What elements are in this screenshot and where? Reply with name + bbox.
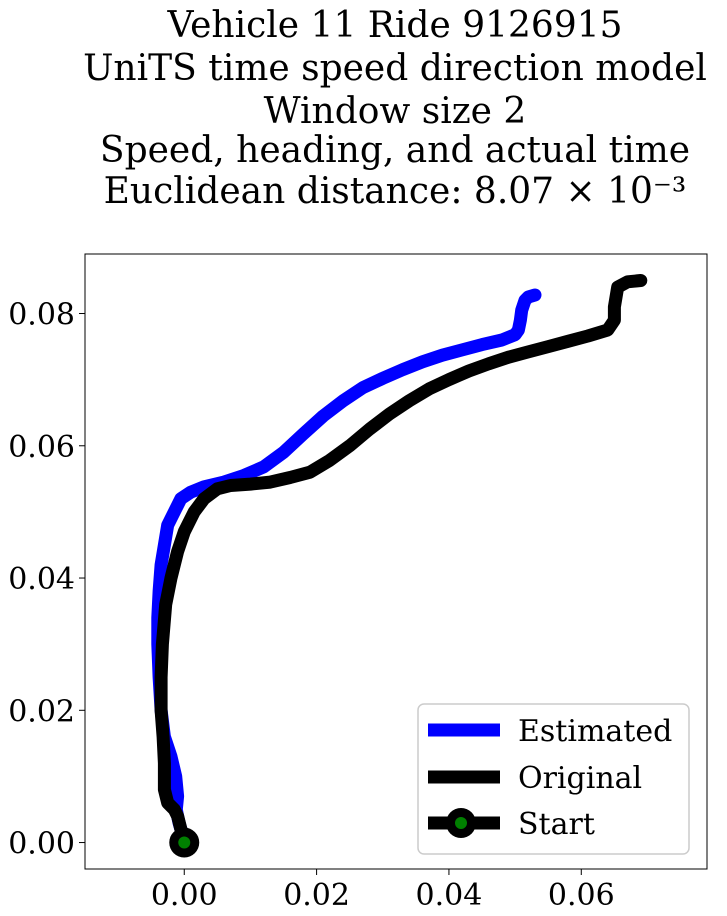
y-tick-label: 0.04 xyxy=(8,562,75,597)
title-line-4: Speed, heading, and actual time xyxy=(100,130,690,171)
x-tick-label: 0.06 xyxy=(548,878,615,913)
y-tick-label: 0.02 xyxy=(8,694,75,729)
title-line-5: Euclidean distance: 8.07 × 10⁻³ xyxy=(104,171,687,212)
start-marker-layer xyxy=(169,827,200,858)
title-line-2: UniTS time speed direction model xyxy=(83,48,707,89)
title-line-1: Vehicle 11 Ride 9126915 xyxy=(166,5,622,46)
y-axis: 0.00 0.02 0.04 0.06 0.08 xyxy=(8,298,85,862)
y-tick-label: 0.08 xyxy=(8,298,75,333)
chart-title: Vehicle 11 Ride 9126915 UniTS time speed… xyxy=(83,5,707,212)
axes-frame xyxy=(84,253,708,870)
title-line-3: Window size 2 xyxy=(264,91,527,132)
legend-label-original: Original xyxy=(518,761,642,796)
y-tick-label: 0.00 xyxy=(8,827,75,862)
x-tick-label: 0.02 xyxy=(283,878,350,913)
x-axis: 0.00 0.02 0.04 0.06 xyxy=(151,869,615,913)
legend-start-marker-inner xyxy=(455,817,467,829)
x-tick-label: 0.00 xyxy=(151,878,218,913)
x-tick-label: 0.04 xyxy=(416,878,483,913)
series-layer xyxy=(151,274,648,849)
legend: Estimated Original Start xyxy=(417,703,690,855)
series-line-original xyxy=(154,274,648,849)
start-marker-inner xyxy=(178,836,191,849)
y-tick-label: 0.06 xyxy=(8,430,75,465)
legend-label-estimated: Estimated xyxy=(518,714,672,749)
legend-label-start: Start xyxy=(518,807,595,842)
